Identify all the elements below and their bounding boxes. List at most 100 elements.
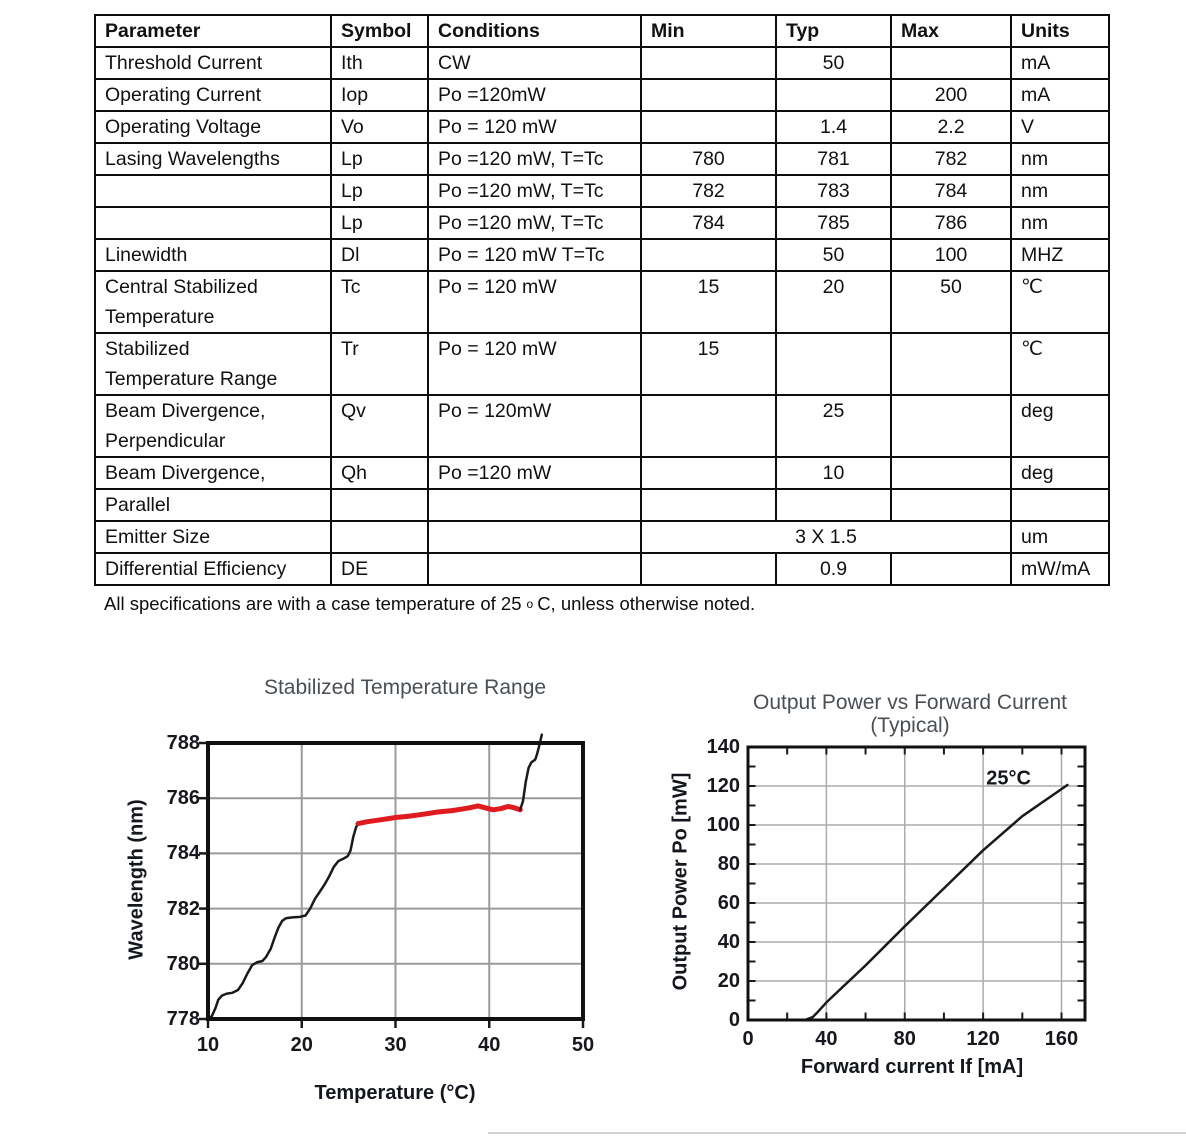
table-cell: 782	[640, 174, 777, 208]
y-tick-label: 786	[166, 787, 200, 810]
table-cell: 10	[775, 456, 892, 490]
table-cell: 100	[890, 238, 1012, 272]
table-cell: nm	[1010, 206, 1110, 240]
table-cell: um	[1010, 520, 1110, 554]
column-header-units: Units	[1010, 14, 1110, 48]
plot-border	[206, 741, 585, 1021]
table-cell: nm	[1010, 142, 1110, 176]
x-tick-label: 20	[290, 1034, 313, 1056]
table-cell: 50	[775, 46, 892, 80]
table-cell: Parallel	[94, 488, 332, 522]
x-tick-label: 80	[893, 1028, 916, 1050]
table-cell	[640, 456, 777, 490]
table-cell: 200	[890, 78, 1012, 112]
y-tick-label: 140	[706, 736, 740, 758]
table-cell	[640, 46, 777, 80]
table-cell: Qv	[330, 394, 429, 458]
column-header-typ: Typ	[775, 14, 892, 48]
table-cell: 25	[775, 394, 892, 458]
table-row: Stabilized Temperature Range Tr Po = 120 m…	[94, 332, 1110, 396]
table-cell	[775, 332, 892, 396]
table-cell: Po = 120 mW	[427, 332, 642, 396]
table-cell: Po =120 mW	[427, 456, 642, 490]
table-cell	[640, 238, 777, 272]
plot-border	[746, 745, 1087, 1022]
table-cell: 785	[775, 206, 892, 240]
table-cell: Po = 120 mW	[427, 110, 642, 144]
table-row: Threshold Current Ith CW 50 mA	[94, 46, 1110, 80]
table-cell	[890, 488, 1012, 522]
table-cell: ℃	[1010, 270, 1110, 334]
table-cell: Po =120 mW, T=Tc	[427, 206, 642, 240]
x-tick-label: 40	[478, 1034, 501, 1056]
table-cell: DE	[330, 552, 429, 586]
table-cell: CW	[427, 46, 642, 80]
table-cell: 781	[775, 142, 892, 176]
table-cell	[427, 520, 642, 554]
chart2-title: Output Power vs Forward Current	[753, 691, 1067, 714]
table-cell	[427, 488, 642, 522]
table-cell: Emitter Size	[94, 520, 332, 554]
table-cell	[890, 46, 1012, 80]
table-cell	[640, 394, 777, 458]
table-cell: Tc	[330, 270, 429, 334]
table-cell	[640, 110, 777, 144]
table-cell: 50	[890, 270, 1012, 334]
table-cell: 2.2	[890, 110, 1012, 144]
column-header-symbol: Symbol	[330, 14, 429, 48]
table-row: Linewidth Dl Po = 120 mW T=Tc 50 100 MHZ	[94, 238, 1110, 272]
y-tick-label: 60	[717, 892, 740, 914]
table-row: Parallel	[94, 488, 1110, 522]
table-cell: Operating Voltage	[94, 110, 332, 144]
footnote-text-pre: All specifications are with a case tempe…	[104, 593, 522, 614]
chart1-y-axis-label: Wavelength (nm)	[125, 799, 148, 960]
table-cell: deg	[1010, 456, 1110, 490]
column-header-conditions: Conditions	[427, 14, 642, 48]
table-cell	[427, 552, 642, 586]
table-row: Central Stabilized Temperature Tc Po = 120…	[94, 270, 1110, 334]
table-cell: Differential Efficiency	[94, 552, 332, 586]
table-cell: 783	[775, 174, 892, 208]
x-tick-label: 50	[571, 1034, 595, 1056]
table-cell: Lasing Wavelengths	[94, 142, 332, 176]
table-cell: Beam Divergence, Perpendicular	[94, 394, 332, 458]
y-tick-label: 40	[717, 931, 740, 953]
table-cell: nm	[1010, 174, 1110, 208]
table-cell: Lp	[330, 174, 429, 208]
footnote-text-post: C, unless otherwise noted.	[537, 593, 756, 614]
table-cell	[890, 394, 1012, 458]
y-tick-label: 80	[717, 853, 740, 875]
series-li-curve-25c	[803, 783, 1069, 1022]
x-tick-label: 30	[384, 1034, 407, 1056]
table-cell: Beam Divergence,	[94, 456, 332, 490]
table-row: Emitter Size 3 X 1.5 um	[94, 520, 1110, 554]
table-cell: 780	[640, 142, 777, 176]
y-tick-label: 782	[166, 897, 200, 920]
table-row: Operating Voltage Vo Po = 120 mW 1.4 2.2 V	[94, 110, 1110, 144]
table-cell: Qh	[330, 456, 429, 490]
table-cell: 15	[640, 332, 777, 396]
table-row: Lasing Wavelengths Lp Po =120 mW, T=Tc 780 7…	[94, 142, 1110, 176]
x-tick-label: 160	[1044, 1028, 1079, 1050]
chart1-plot	[199, 733, 585, 1028]
table-cell	[640, 488, 777, 522]
table-cell: Ith	[330, 46, 429, 80]
table-cell: Vo	[330, 110, 429, 144]
table-cell: 782	[890, 142, 1012, 176]
series-stabilized-range	[355, 803, 523, 827]
table-cell: Po = 120mW	[427, 394, 642, 458]
table-cell: Po =120 mW, T=Tc	[427, 174, 642, 208]
chart2-x-axis-label: Forward current If [mA]	[800, 1056, 1024, 1078]
table-row: Lp Po =120 mW, T=Tc 782 783 784 nm	[94, 174, 1110, 208]
table-cell: mA	[1010, 78, 1110, 112]
column-header-min: Min	[640, 14, 777, 48]
spec-footnote: All specifications are with a case tempe…	[104, 593, 755, 615]
table-cell: Iop	[330, 78, 429, 112]
table-cell	[890, 456, 1012, 490]
table-cell	[640, 552, 777, 586]
chart2-plot	[746, 745, 1087, 1022]
table-cell: 784	[640, 206, 777, 240]
table-cell: 15	[640, 270, 777, 334]
spec-table-body: Threshold Current Ith CW 50 mA Operating Curr…	[94, 46, 1110, 586]
table-cell: Threshold Current	[94, 46, 332, 80]
